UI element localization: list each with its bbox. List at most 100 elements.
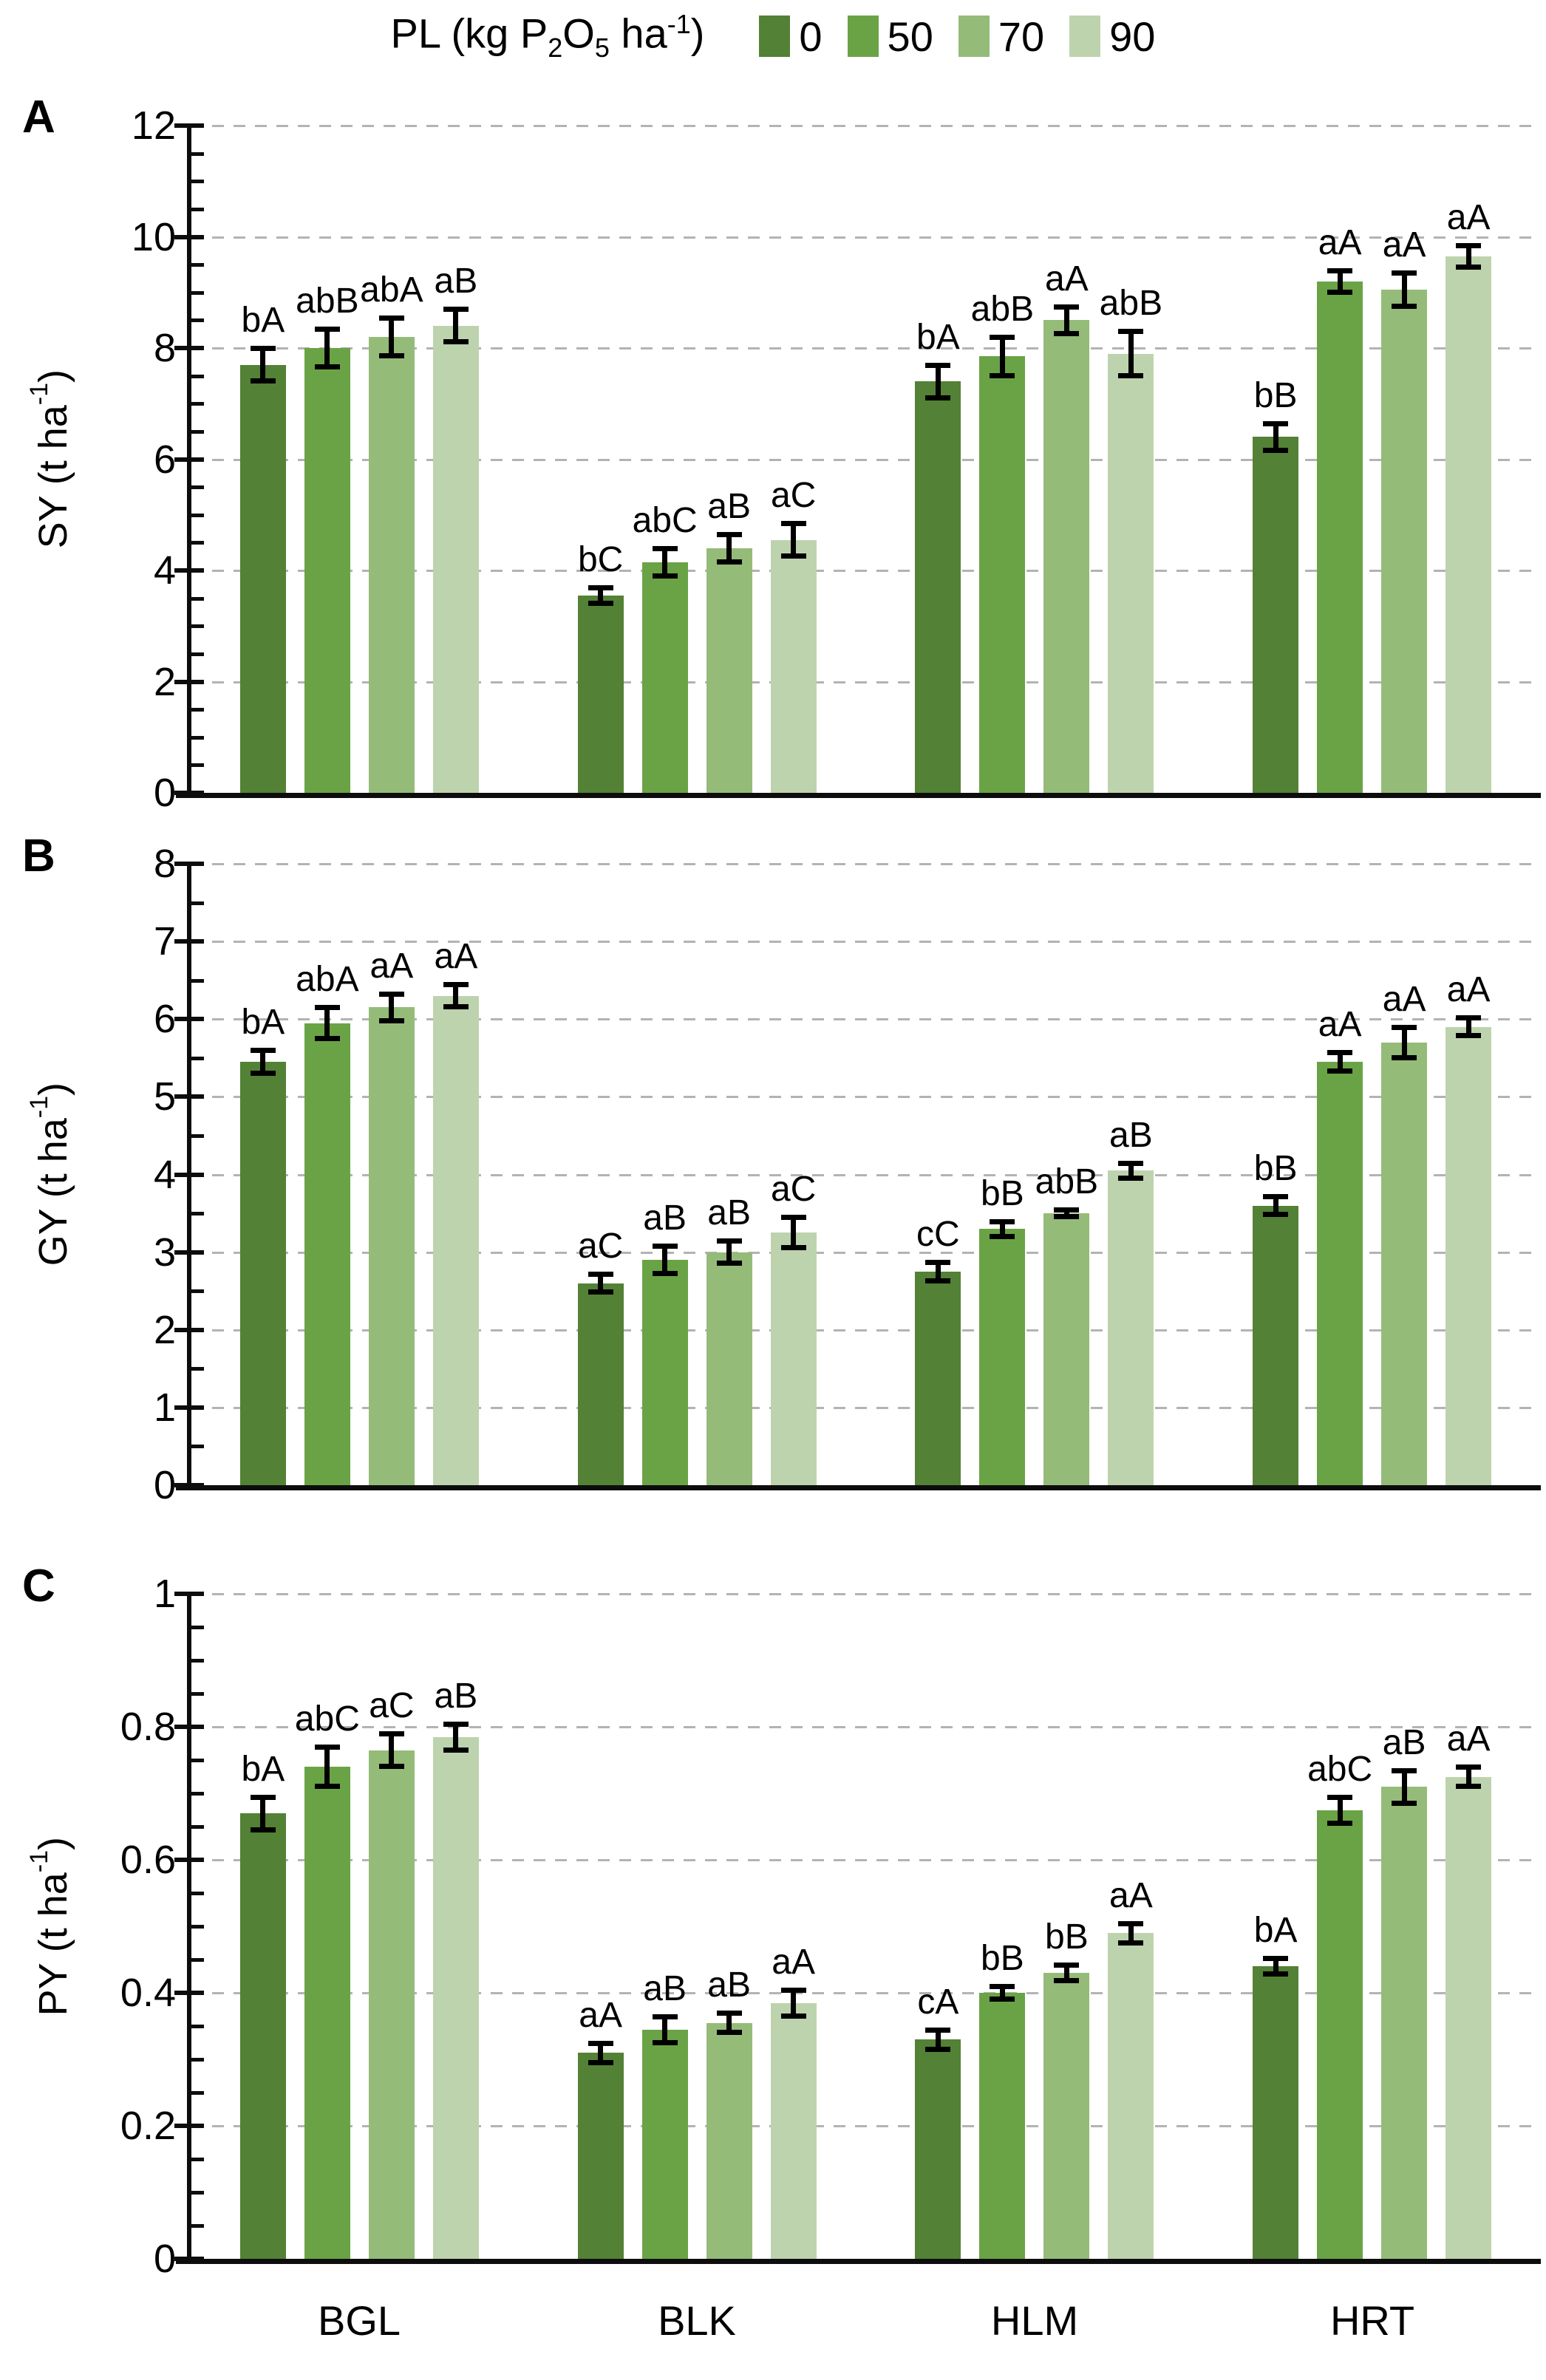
panel-c-letter: C: [22, 1561, 55, 1612]
bar-blk-pl50: [641, 562, 688, 793]
error-bar-cap-top: [1054, 1963, 1080, 1968]
significance-label: bA: [241, 1749, 285, 1789]
gridline: [191, 570, 1541, 572]
significance-label: aA: [1045, 259, 1089, 299]
x-axis-line: [176, 793, 1541, 798]
y-minor-tick: [191, 263, 204, 267]
error-bar-stem: [1128, 331, 1134, 376]
legend-item-0: 0: [759, 13, 823, 61]
error-bar-cap-top: [1327, 267, 1353, 273]
error-bar-cap-bottom: [314, 1035, 340, 1041]
gridline: [191, 125, 1541, 127]
significance-label: bA: [241, 301, 285, 340]
y-tick-label: 0.2: [120, 2104, 176, 2148]
error-bar-stem: [1337, 270, 1343, 293]
error-bar-stem: [1128, 1162, 1134, 1179]
significance-label: aA: [1382, 979, 1426, 1019]
bar-hlm-pl50: [979, 1229, 1026, 1485]
bar-blk-pl0: [577, 595, 624, 793]
y-tick-label: 0: [153, 2237, 176, 2281]
gridline: [191, 1018, 1541, 1021]
y-minor-tick: [191, 1133, 204, 1138]
bar-bgl-pl0: [239, 1062, 286, 1485]
y-axis-line: [187, 862, 191, 1487]
significance-label: aB: [434, 262, 478, 301]
significance-label: aA: [434, 936, 478, 976]
significance-label: abB: [970, 289, 1035, 329]
significance-label: abC: [1307, 1749, 1373, 1789]
y-tick-label: 4: [153, 1152, 176, 1197]
panel-a-letter: A: [22, 92, 55, 143]
significance-label: bA: [916, 317, 960, 357]
error-bar-cap-top: [1456, 1764, 1482, 1770]
error-bar-stem: [453, 983, 459, 1008]
y-tick-label: 4: [153, 548, 176, 593]
significance-label: aB: [434, 1676, 478, 1716]
error-bar-cap-bottom: [588, 601, 613, 607]
y-minor-tick: [191, 624, 204, 629]
error-bar-stem: [791, 1989, 797, 2016]
error-bar-cap-top: [1392, 1767, 1417, 1773]
error-bar-cap-top: [250, 1048, 276, 1054]
gridline: [191, 1406, 1541, 1409]
y-minor-tick: [191, 541, 204, 545]
error-bar-cap-bottom: [1118, 372, 1144, 378]
legend-label-0: 0: [799, 13, 823, 60]
significance-label: bB: [1253, 1148, 1298, 1188]
y-minor-tick: [191, 1659, 204, 1663]
error-bar-cap-top: [1054, 1207, 1080, 1213]
bar-hrt-pl70: [1381, 1787, 1428, 2259]
bar-hrt-pl50: [1317, 281, 1363, 793]
error-bar-stem: [726, 1240, 732, 1264]
bar-blk-pl90: [770, 539, 817, 793]
error-bar-cap-top: [716, 2011, 742, 2016]
error-bar-cap-top: [990, 334, 1015, 340]
bar-blk-pl70: [706, 2022, 752, 2259]
error-bar-stem: [1465, 245, 1471, 267]
legend-label-70: 70: [998, 13, 1045, 60]
bar-hlm-pl90: [1108, 1170, 1154, 1485]
significance-label: bA: [241, 1003, 285, 1043]
legend-swatch-0: [759, 16, 791, 57]
bar-blk-pl0: [577, 1283, 624, 1485]
error-bar-cap-top: [314, 1745, 340, 1750]
y-axis-line: [187, 1592, 191, 2260]
error-bar-cap-bottom: [1054, 1977, 1080, 1983]
error-bar-cap-top: [588, 1272, 613, 1278]
y-minor-tick: [191, 1367, 204, 1371]
error-bar-cap-bottom: [716, 1261, 742, 1266]
bar-blk-pl90: [770, 2002, 817, 2259]
y-minor-tick: [191, 151, 204, 156]
error-bar-cap-bottom: [1118, 1940, 1144, 1946]
bar-hrt-pl90: [1445, 1026, 1492, 1485]
bar-hlm-pl70: [1043, 1213, 1090, 1485]
error-bar-cap-top: [1392, 270, 1417, 276]
legend-swatch-70: [958, 16, 990, 57]
legend-swatch-90: [1069, 16, 1101, 57]
gridline: [191, 941, 1541, 944]
gridline: [191, 1859, 1541, 1861]
error-bar-cap-top: [250, 346, 276, 351]
bar-blk-pl0: [577, 2053, 624, 2259]
error-bar-stem: [598, 2042, 604, 2063]
error-bar-stem: [791, 1217, 797, 1249]
y-minor-tick: [191, 290, 204, 295]
x-label-hrt: HRT: [1329, 2297, 1415, 2344]
error-bar-cap-top: [1456, 242, 1482, 248]
y-minor-tick: [191, 1958, 204, 1962]
significance-label: abA: [296, 960, 359, 1000]
bar-hlm-pl90: [1108, 353, 1154, 793]
significance-label: bB: [981, 1939, 1024, 1978]
error-bar-cap-top: [1456, 1015, 1482, 1021]
error-bar-cap-bottom: [1118, 1175, 1144, 1181]
bar-hrt-pl50: [1317, 1810, 1363, 2259]
error-bar-cap-bottom: [1392, 1800, 1417, 1806]
bar-hrt-pl70: [1381, 1042, 1428, 1485]
significance-label: aB: [643, 1968, 687, 2008]
error-bar-cap-bottom: [1327, 1068, 1353, 1074]
significance-label: aA: [1382, 225, 1426, 265]
error-bar-cap-top: [1392, 1024, 1417, 1030]
y-tick-label: 1: [153, 1385, 176, 1430]
error-bar-cap-top: [652, 1244, 678, 1249]
